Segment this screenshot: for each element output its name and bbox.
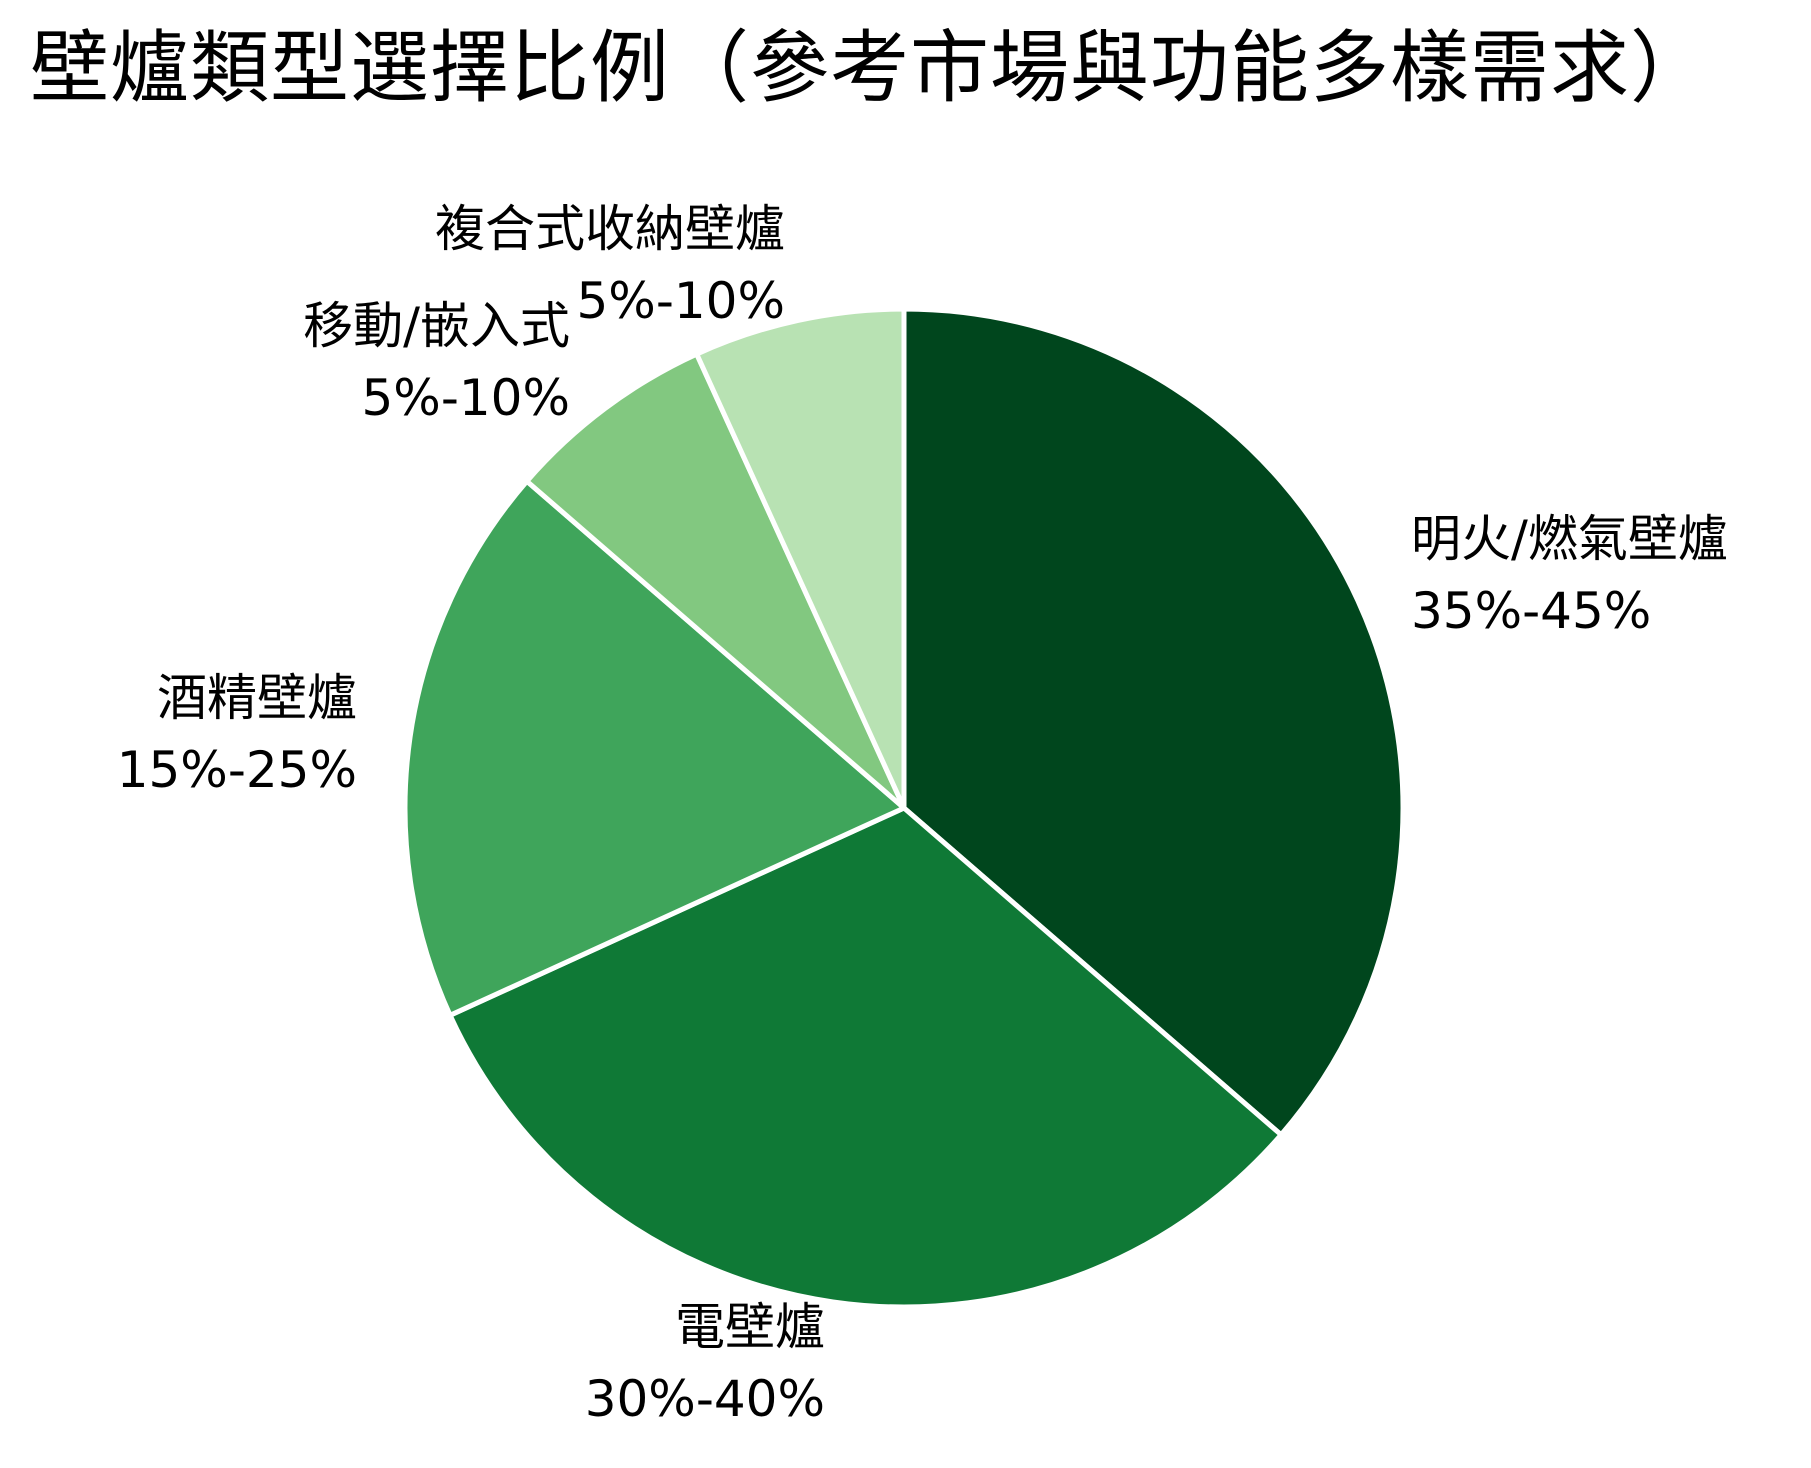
slice-label-name: 移動/嵌入式	[303, 297, 570, 355]
pie-slice	[901, 306, 1406, 1138]
slice-label-range: 35%-45%	[1411, 582, 1652, 640]
pie-slice	[402, 478, 907, 1018]
slice-label-name: 電壁爐	[675, 1298, 825, 1356]
pie-slice	[447, 805, 1284, 1310]
slice-label-alcohol: 酒精壁爐 15%-25%	[117, 662, 357, 806]
slice-label-combo-storage: 複合式收納壁爐 5%-10%	[435, 193, 785, 337]
slice-label-range: 5%-10%	[576, 272, 786, 330]
pie-slice	[694, 306, 907, 811]
slice-label-electric: 電壁爐 30%-40%	[585, 1291, 825, 1435]
slice-label-range: 5%-10%	[361, 369, 571, 427]
slice-label-name: 酒精壁爐	[157, 669, 357, 727]
slice-label-open-fire-gas: 明火/燃氣壁爐 35%-45%	[1411, 503, 1728, 647]
slice-label-name: 複合式收納壁爐	[435, 200, 785, 258]
slice-label-portable-builtin: 移動/嵌入式 5%-10%	[303, 290, 570, 434]
pie-slice	[524, 351, 907, 811]
slice-label-name: 明火/燃氣壁爐	[1411, 510, 1728, 568]
slice-label-range: 15%-25%	[116, 741, 357, 799]
slice-label-range: 30%-40%	[584, 1370, 825, 1428]
chart-title: 壁爐類型選擇比例（參考市場與功能多樣需求）	[30, 22, 1710, 114]
